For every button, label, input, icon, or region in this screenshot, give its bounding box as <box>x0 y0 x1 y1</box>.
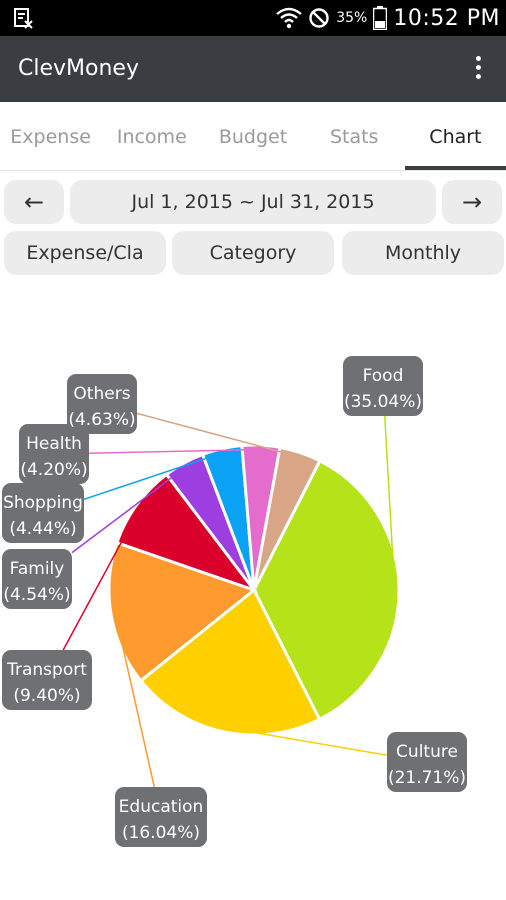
do-not-disturb-icon <box>309 8 329 28</box>
slice-label-name: Others <box>73 384 130 404</box>
tab-budget[interactable]: Budget <box>218 126 288 148</box>
slice-label-box-education <box>115 787 207 847</box>
type-filter-button[interactable]: Expense/Cla <box>4 231 166 275</box>
slice-label-name: Health <box>26 434 82 454</box>
battery-icon <box>373 6 388 30</box>
notification-icon <box>14 8 33 29</box>
slice-label-name: Transport <box>6 660 87 680</box>
leader-line-transport <box>62 507 141 651</box>
grouping-filter-button[interactable]: Category <box>172 231 334 275</box>
slice-label-name: Education <box>119 797 204 817</box>
leader-line-health <box>88 448 261 454</box>
slice-label-box-shopping <box>2 483 84 543</box>
slice-label-name: Shopping <box>3 493 83 513</box>
leader-line-shopping <box>83 452 224 500</box>
app-bar: ClevMoney <box>0 36 506 102</box>
slice-label-percent: (21.71%) <box>388 768 466 788</box>
slice-label-percent: (35.04%) <box>344 392 422 412</box>
leader-line-food <box>383 415 396 591</box>
pie-slice-food[interactable] <box>252 458 401 722</box>
slice-label-name: Food <box>363 366 404 386</box>
tab-stats[interactable]: Stats <box>329 126 379 148</box>
slice-label-percent: (16.04%) <box>122 823 200 843</box>
slice-label-name: Family <box>10 559 65 579</box>
slice-label-box-transport <box>2 650 92 710</box>
tab-expense[interactable]: Expense <box>10 126 91 148</box>
tab-income[interactable]: Income <box>116 126 187 148</box>
tab-bar: Expense Income Budget Stats Chart <box>0 102 506 171</box>
slice-label-box-health <box>19 424 89 484</box>
wifi-icon <box>276 7 302 29</box>
slice-label-percent: (4.20%) <box>20 460 87 480</box>
slice-label-box-family <box>2 549 72 609</box>
battery-percent: 35% <box>336 10 368 26</box>
previous-period-button[interactable]: ← <box>4 180 64 224</box>
leader-line-culture <box>224 726 388 756</box>
slice-label-percent: (9.40%) <box>13 686 80 706</box>
leader-line-family <box>71 466 187 554</box>
pie-slice-others[interactable] <box>252 445 322 591</box>
tab-chart[interactable]: Chart <box>404 102 506 170</box>
pie-chart: Food (35.04%) Culture (21.71%) Education (16.… <box>2 356 467 847</box>
slice-label-box-culture <box>387 732 467 792</box>
clock: 10:52 PM <box>393 5 500 31</box>
slice-label-box-food <box>343 356 423 416</box>
leader-line-others <box>136 412 300 458</box>
date-range-button[interactable]: Jul 1, 2015 ~ Jul 31, 2015 <box>70 180 436 224</box>
pie-slice-education[interactable] <box>107 540 258 683</box>
slice-label-box-others <box>67 374 137 434</box>
pie-slice-culture[interactable] <box>138 587 322 737</box>
status-bar: 35% 10:52 PM <box>0 0 506 36</box>
slice-label-percent: (4.44%) <box>9 519 76 539</box>
slice-label-percent: (4.63%) <box>68 410 135 430</box>
slice-label-name: Culture <box>396 742 458 762</box>
slice-label-percent: (4.54%) <box>3 585 70 605</box>
leader-line-education <box>114 613 155 788</box>
period-filter-button[interactable]: Monthly <box>342 231 504 275</box>
next-period-button[interactable]: → <box>442 180 502 224</box>
app-title: ClevMoney <box>18 56 139 81</box>
overflow-menu-icon[interactable] <box>474 56 482 82</box>
